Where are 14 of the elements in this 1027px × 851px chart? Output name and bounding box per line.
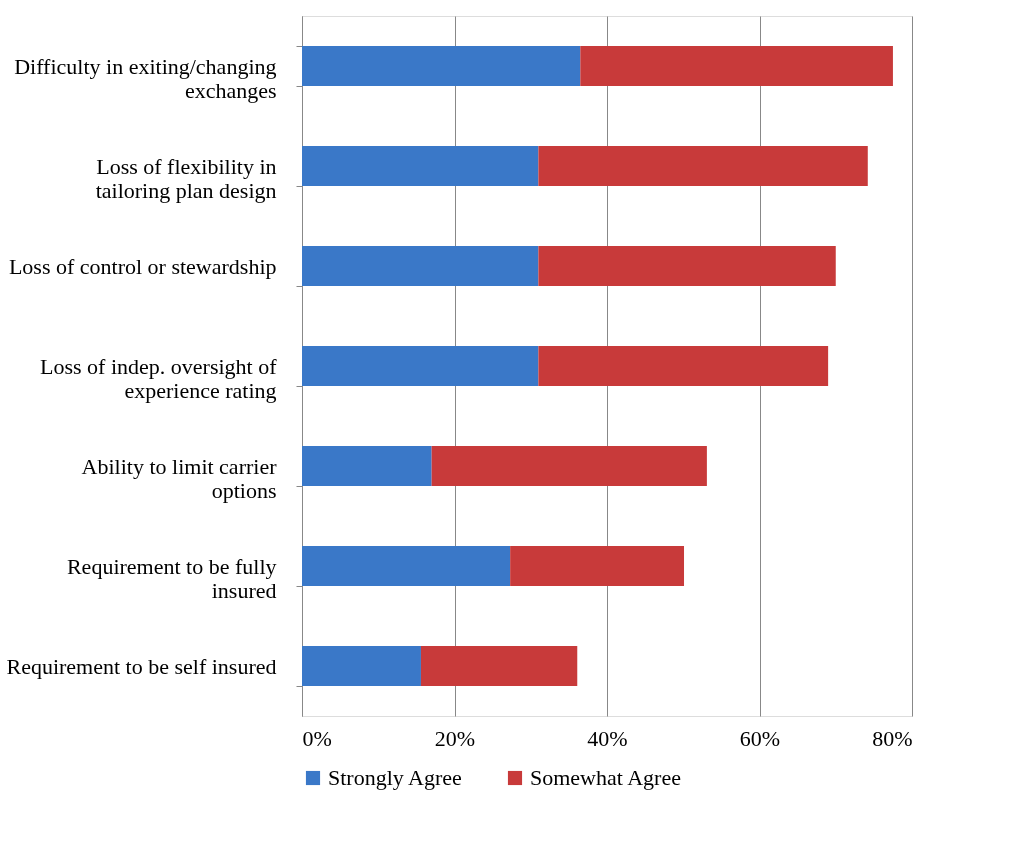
legend-label: Strongly Agree xyxy=(328,765,462,790)
y-tick-label: Requirement to be fully insured xyxy=(66,553,277,603)
y-tick-label: Difficulty in exiting/changing exchanges xyxy=(14,53,277,103)
x-tick-label: 80% xyxy=(872,725,913,751)
y-tick-label: Loss of control or stewardship xyxy=(8,253,277,279)
y-tick-label: Ability to limit carrier options xyxy=(81,453,278,503)
x-tick-label: 40% xyxy=(587,725,628,751)
legend-label: Somewhat Agree xyxy=(530,765,681,790)
y-tick-label: Loss of indep. oversight of experience rating xyxy=(40,353,278,403)
y-tick-label: Requirement to be self insured xyxy=(6,653,277,679)
x-tick-label: 20% xyxy=(434,725,476,751)
x-tick-label: 60% xyxy=(739,725,781,751)
y-tick-label: Loss of flexibility in tailoring plan design xyxy=(95,153,277,203)
x-tick-label: 0% xyxy=(302,725,332,751)
